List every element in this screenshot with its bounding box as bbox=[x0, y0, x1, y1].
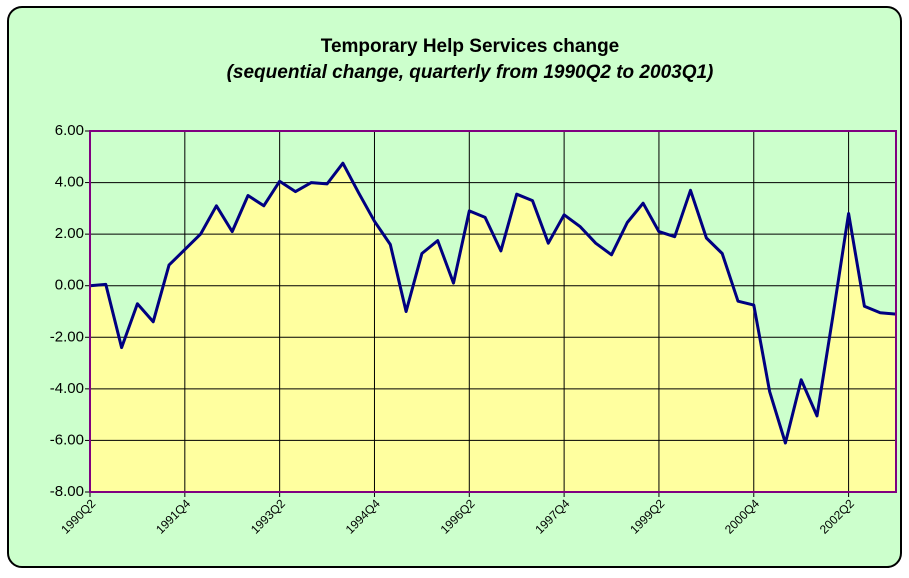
plot-border bbox=[89, 130, 897, 493]
y-tick-label: 4.00 bbox=[55, 174, 84, 191]
y-tick-label: 0.00 bbox=[55, 277, 84, 294]
area bbox=[90, 163, 896, 492]
y-tick-label: 6.00 bbox=[55, 122, 84, 139]
y-tick-label: -4.00 bbox=[50, 380, 84, 397]
y-tick-label: 2.00 bbox=[55, 225, 84, 242]
chart-subtitle: (sequential change, quarterly from 1990Q… bbox=[227, 62, 714, 83]
y-tick-label: -2.00 bbox=[50, 328, 84, 345]
line bbox=[89, 161, 897, 445]
y-tick-label: -8.00 bbox=[50, 483, 84, 500]
chart-title: Temporary Help Services change bbox=[321, 36, 620, 57]
y-tick-label: -6.00 bbox=[50, 431, 84, 448]
